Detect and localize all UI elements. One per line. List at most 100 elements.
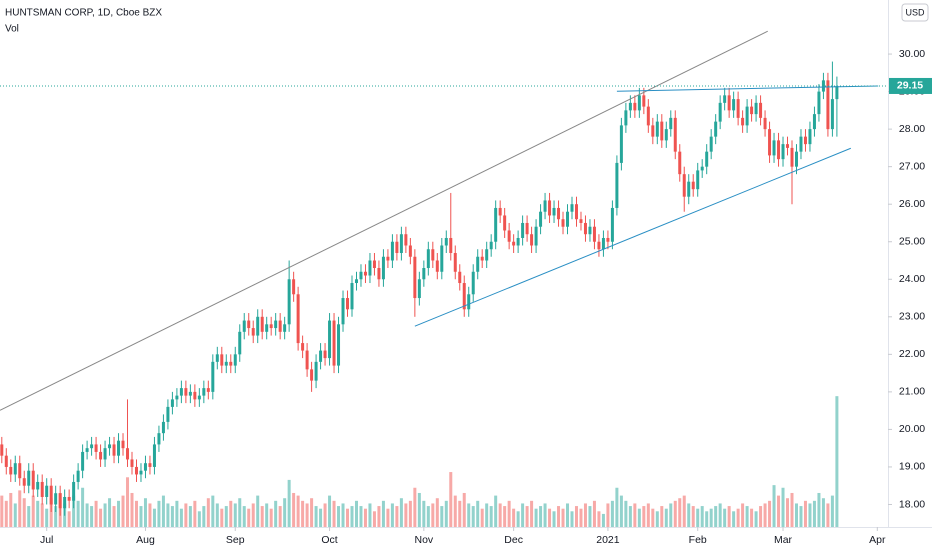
volume-bar [431, 503, 435, 527]
candle-body [238, 331, 242, 355]
candle-body [642, 95, 646, 107]
chart-title: HUNTSMAN CORP, 1D, Cboe BZX [5, 8, 162, 19]
candle-body [54, 493, 58, 505]
volume-bar [624, 500, 628, 527]
candle-body [768, 129, 772, 156]
candle-body [27, 470, 31, 486]
plot: 18.00 19.00 20.00 21.00 22.00 23.00 24.00 25.00… [0, 30, 925, 546]
currency-label[interactable]: USD [905, 7, 925, 17]
volume-bar [287, 479, 291, 527]
candle-body [574, 204, 578, 220]
volume-bar [561, 508, 565, 527]
candle-body [570, 204, 574, 212]
volume-bar [386, 508, 390, 527]
candle-body [148, 463, 152, 467]
volume-bar [337, 506, 341, 527]
volume-bar [413, 487, 417, 527]
candle-body [808, 129, 812, 145]
candle-body [0, 444, 4, 456]
candle-body [673, 117, 677, 152]
candle-body [503, 215, 507, 231]
volume-bar [18, 490, 22, 527]
candle-body [485, 249, 489, 261]
volume-bar [570, 511, 574, 527]
volume-bar [521, 503, 525, 527]
volume-bar [9, 492, 13, 527]
volume-bar [480, 508, 484, 527]
volume-bar [741, 503, 745, 527]
candle-body [161, 421, 165, 434]
y-tick-label: 27.00 [899, 160, 925, 172]
volume-bar [368, 503, 372, 527]
candle-body [265, 324, 269, 332]
volume-bar [476, 500, 480, 527]
volume-bar [328, 495, 332, 527]
candle-body [471, 271, 475, 295]
candle-body [363, 271, 367, 276]
volume-bar [72, 495, 76, 527]
candle-body [395, 241, 399, 253]
volume-bar [157, 500, 161, 527]
volume-bar [772, 485, 776, 527]
volume-bar [90, 506, 94, 527]
currency-box[interactable] [901, 3, 929, 22]
candle-body [18, 463, 22, 479]
y-tick-label: 28.00 [899, 123, 925, 135]
volume-bar [691, 506, 695, 527]
candle-body [112, 444, 116, 456]
volume-bar [503, 506, 507, 527]
candle-body [588, 226, 592, 235]
candle-body [534, 226, 538, 246]
candle-body [166, 406, 170, 422]
candle-body [139, 470, 143, 475]
candle-body [835, 85, 839, 100]
candle-body [45, 485, 49, 497]
volume-bar [525, 506, 529, 527]
volume-bar [220, 508, 224, 527]
y-tick-label: 23.00 [899, 311, 925, 323]
candle-body [301, 343, 305, 351]
volume-bar [139, 506, 143, 527]
volume-bar [54, 506, 58, 527]
candle-body [67, 496, 71, 501]
candle-body [449, 237, 453, 253]
candle-body [247, 320, 251, 329]
volume-bar [184, 503, 188, 527]
last-price-box [889, 77, 932, 94]
volume-bar [642, 506, 646, 527]
candle-body [709, 136, 713, 152]
volume-bar [588, 506, 592, 527]
candle-body [220, 354, 224, 366]
volume-bar [319, 508, 323, 527]
volume-bar [395, 506, 399, 527]
volume-bar [489, 506, 493, 527]
candle-body [332, 320, 336, 366]
volume-bar [768, 500, 772, 527]
candle-body [103, 448, 107, 460]
candle-body [494, 207, 498, 242]
volume-bar [161, 495, 165, 527]
candle-body [4, 455, 8, 467]
candle-body [310, 369, 314, 381]
volume-bar [233, 503, 237, 527]
candle-body [377, 268, 381, 280]
candle-body [759, 102, 763, 118]
candle-body [175, 395, 179, 400]
candle-body [368, 260, 372, 276]
volume-bar [637, 508, 641, 527]
volume-bar [197, 511, 201, 527]
y-tick-label: 22.00 [899, 348, 925, 360]
volume-bar [723, 508, 727, 527]
candle-body [431, 249, 435, 261]
candle-body [624, 110, 628, 126]
x-tick-label: Dec [504, 534, 523, 546]
candle-body [256, 316, 260, 336]
volume-bar [754, 511, 758, 527]
volume-bar [700, 506, 704, 527]
volume-bar [633, 503, 637, 527]
volume-bar [462, 492, 466, 527]
volume-bar [202, 506, 206, 527]
volume-bar [449, 472, 453, 527]
